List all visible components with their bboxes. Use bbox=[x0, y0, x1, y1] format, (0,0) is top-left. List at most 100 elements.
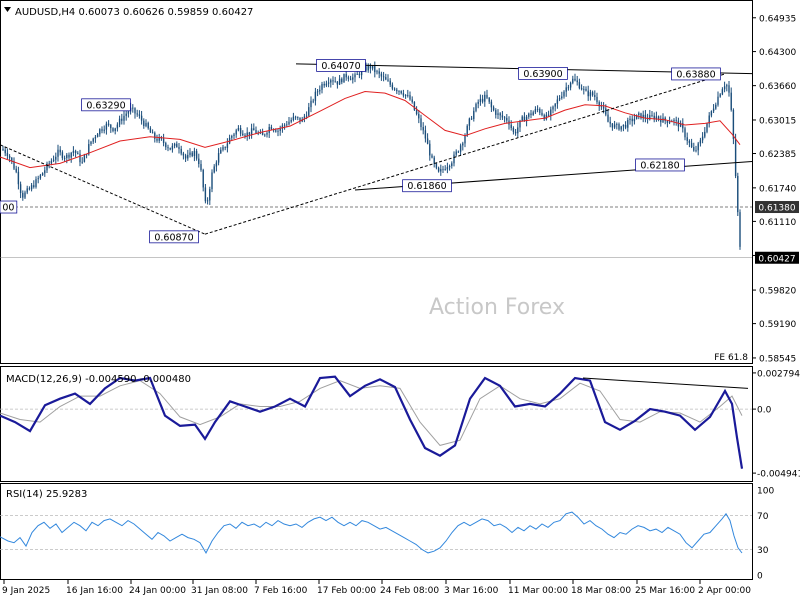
candle-body bbox=[125, 113, 127, 116]
candle-body bbox=[420, 118, 422, 128]
axis-price-tag bbox=[755, 251, 799, 264]
candle-body bbox=[717, 96, 719, 105]
candle-body bbox=[613, 124, 616, 128]
candle-body bbox=[602, 106, 605, 109]
candle-body bbox=[638, 113, 640, 116]
candle-body bbox=[167, 147, 169, 149]
candle-body bbox=[594, 95, 596, 97]
candle-body bbox=[739, 212, 741, 247]
candle-body bbox=[211, 172, 213, 190]
price-label-box bbox=[149, 230, 199, 244]
candle-body bbox=[151, 132, 154, 134]
macd-plot bbox=[0, 375, 752, 469]
candle-body bbox=[407, 95, 409, 96]
candle-body bbox=[699, 140, 702, 144]
candle-body bbox=[79, 153, 81, 163]
pane-frames bbox=[0, 0, 753, 580]
candle-body bbox=[550, 109, 552, 116]
candle-body bbox=[50, 160, 53, 164]
candle-body bbox=[547, 114, 550, 116]
candle-body bbox=[475, 103, 477, 111]
price-label-box bbox=[0, 200, 18, 214]
candle-body bbox=[349, 78, 352, 80]
candle-body bbox=[68, 154, 70, 158]
axes: 0.64935 0.64300 0.63660 0.63015 0.62385 0.617… bbox=[2, 14, 800, 596]
candle-body bbox=[347, 77, 350, 79]
candle-body bbox=[171, 145, 174, 150]
candle-body bbox=[275, 130, 277, 132]
candle-body bbox=[391, 84, 394, 89]
candle-body bbox=[46, 163, 48, 171]
candle-body bbox=[308, 107, 310, 116]
x-tick-label: 24 Feb 08:00 bbox=[380, 586, 439, 596]
x-tick-label: 9 Jan 2025 bbox=[2, 586, 50, 596]
candle-body bbox=[543, 115, 545, 120]
y-tick-label: 0.61110 bbox=[759, 218, 796, 228]
candle-body bbox=[640, 113, 642, 119]
candle-body bbox=[44, 170, 46, 174]
candle-body bbox=[622, 124, 625, 127]
candle-body bbox=[6, 153, 9, 156]
candle-body bbox=[712, 108, 715, 112]
candle-body bbox=[59, 149, 61, 153]
price-label: 0.61860 bbox=[407, 181, 446, 192]
candle-body bbox=[158, 137, 160, 141]
candle-body bbox=[466, 125, 468, 136]
candle-body bbox=[532, 112, 534, 116]
candle-body bbox=[644, 114, 647, 119]
rsi-y-tick-label: 100 bbox=[757, 487, 774, 497]
candle-body bbox=[519, 120, 521, 128]
candle-body bbox=[352, 77, 354, 80]
price-label: 0.63880 bbox=[676, 69, 715, 80]
candle-body bbox=[589, 92, 592, 97]
candle-body bbox=[281, 125, 284, 129]
candle-body bbox=[653, 115, 655, 120]
price-label-box bbox=[316, 59, 366, 72]
candle-body bbox=[576, 80, 578, 83]
candle-body bbox=[477, 101, 479, 104]
candle-body bbox=[288, 121, 290, 125]
candle-body bbox=[512, 127, 515, 132]
candle-body bbox=[162, 138, 165, 144]
candle-body bbox=[149, 128, 152, 133]
watermark: Action Forex bbox=[429, 295, 565, 320]
candle-body bbox=[169, 148, 171, 150]
candle-body bbox=[374, 66, 376, 73]
rsi-y-tick-label: 0 bbox=[757, 572, 763, 582]
candle-body bbox=[330, 80, 332, 83]
candle-body bbox=[723, 86, 726, 90]
candle-body bbox=[156, 138, 158, 141]
candle-body bbox=[389, 80, 391, 85]
candle-body bbox=[514, 131, 517, 134]
candle-body bbox=[83, 155, 86, 162]
candle-body bbox=[534, 109, 537, 113]
candle-body bbox=[261, 132, 264, 135]
candle-body bbox=[470, 118, 473, 120]
candle-body bbox=[385, 77, 387, 80]
candle-body bbox=[402, 93, 405, 96]
candle-body bbox=[726, 85, 728, 87]
candle-body bbox=[365, 66, 367, 71]
candle-body bbox=[99, 129, 101, 135]
candle-body bbox=[233, 134, 235, 137]
candle-body bbox=[74, 150, 77, 153]
candle-body bbox=[13, 161, 15, 169]
candle-body bbox=[279, 128, 281, 131]
candle-body bbox=[585, 88, 587, 91]
candle-body bbox=[88, 144, 90, 155]
candle-body bbox=[693, 147, 695, 151]
candle-body bbox=[202, 169, 204, 188]
candle-body bbox=[360, 68, 363, 76]
candle-body bbox=[583, 88, 585, 90]
candle-body bbox=[565, 87, 567, 92]
candle-body bbox=[486, 94, 488, 98]
macd-line bbox=[0, 375, 744, 469]
candle-body bbox=[732, 109, 735, 139]
candle-body bbox=[154, 132, 156, 139]
x-tick-label: 24 Jan 00:00 bbox=[129, 586, 186, 596]
candle-body bbox=[710, 111, 713, 116]
triangle-down-icon[interactable] bbox=[4, 7, 11, 12]
candle-body bbox=[396, 89, 398, 92]
candle-body bbox=[684, 128, 686, 138]
candle-body bbox=[382, 76, 385, 78]
